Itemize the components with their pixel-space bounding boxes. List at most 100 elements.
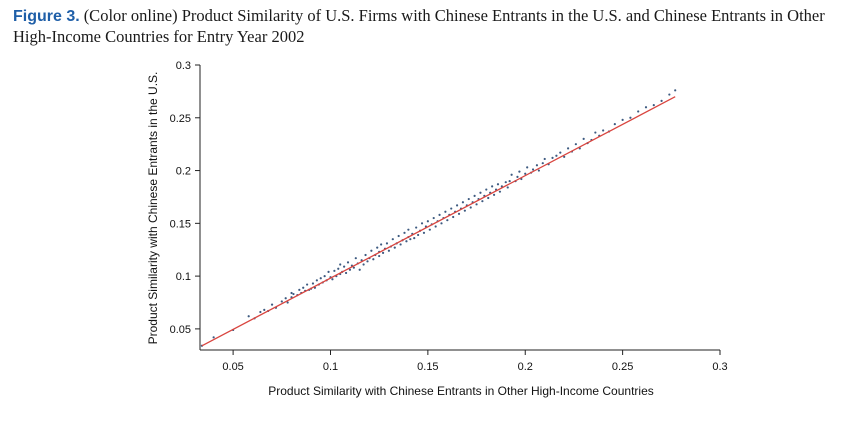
data-point — [413, 237, 416, 240]
data-point — [506, 186, 509, 189]
data-point — [450, 207, 453, 210]
data-point — [284, 297, 287, 300]
data-point — [467, 197, 470, 201]
data-point — [391, 238, 394, 241]
data-point — [457, 212, 461, 215]
data-point — [479, 191, 482, 194]
data-point — [405, 240, 408, 243]
data-point — [387, 249, 391, 252]
data-point — [444, 210, 447, 213]
data-point — [319, 277, 322, 280]
fitted-line — [201, 96, 676, 347]
data-point — [327, 270, 330, 273]
figure-label: Figure 3. — [13, 8, 80, 25]
data-point — [362, 263, 365, 266]
data-point — [378, 254, 381, 258]
y-tick-label: 0.25 — [170, 113, 191, 125]
data-point — [485, 188, 488, 191]
data-point — [446, 219, 449, 222]
data-point — [660, 99, 663, 102]
x-tick-label: 0.2 — [518, 361, 533, 373]
data-point — [393, 246, 396, 249]
data-point — [531, 168, 535, 171]
x-tick-label: 0.05 — [222, 361, 243, 373]
data-point — [286, 301, 289, 304]
data-point — [652, 104, 655, 107]
data-point — [504, 181, 507, 184]
data-point — [399, 243, 402, 246]
data-point — [526, 166, 529, 169]
data-point — [543, 157, 546, 161]
data-point — [602, 129, 605, 132]
y-tick-label: 0.15 — [170, 218, 191, 230]
data-point — [385, 242, 389, 245]
data-point — [475, 203, 478, 206]
data-point — [566, 147, 570, 150]
data-point — [358, 268, 361, 271]
data-point — [428, 228, 431, 231]
data-point — [498, 190, 502, 193]
data-point — [306, 283, 309, 286]
data-point — [343, 265, 346, 268]
data-point — [518, 170, 521, 173]
y-tick-label: 0.2 — [176, 166, 191, 178]
data-point — [346, 261, 350, 264]
x-axis-label: Product Similarity with Chinese Entrants… — [268, 384, 654, 398]
x-tick-label: 0.25 — [612, 361, 633, 373]
data-point — [463, 209, 466, 212]
data-point — [311, 282, 315, 285]
data-point — [452, 215, 455, 219]
data-point — [432, 216, 435, 220]
data-point — [298, 288, 301, 291]
data-point — [574, 143, 577, 146]
data-point — [397, 234, 400, 238]
data-point — [372, 258, 375, 261]
data-point — [376, 246, 379, 249]
data-point — [409, 238, 412, 241]
data-point — [555, 154, 558, 157]
data-point — [263, 308, 266, 311]
data-point — [496, 183, 500, 186]
data-point — [491, 185, 494, 188]
data-point — [403, 231, 406, 234]
data-point — [508, 180, 511, 183]
data-point — [559, 151, 562, 154]
data-point — [333, 269, 336, 272]
data-point — [344, 271, 348, 275]
data-point — [613, 123, 616, 126]
data-point — [290, 291, 293, 295]
data-point — [492, 193, 496, 196]
data-point — [407, 228, 410, 231]
data-point — [582, 137, 585, 140]
data-point — [438, 213, 441, 216]
x-axis: 0.05 0.1 0.15 0.2 0.25 0.3 — [200, 349, 728, 373]
data-point — [331, 278, 334, 281]
data-point — [668, 93, 671, 96]
data-point — [422, 231, 426, 234]
data-point — [551, 156, 554, 159]
data-point — [280, 300, 283, 303]
data-point — [473, 194, 476, 197]
data-point — [302, 286, 305, 289]
data-point — [323, 275, 326, 278]
data-point — [440, 222, 443, 225]
data-point — [516, 175, 519, 178]
data-point — [629, 116, 632, 119]
data-point — [292, 292, 295, 296]
y-tick-label: 0.05 — [170, 324, 191, 336]
data-point — [594, 131, 597, 134]
data-point — [259, 310, 262, 314]
data-point — [524, 172, 527, 175]
data-point — [487, 196, 490, 200]
data-point — [420, 222, 424, 225]
x-tick-label: 0.1 — [323, 361, 338, 373]
fit-line-group — [201, 96, 676, 347]
data-point — [270, 303, 274, 306]
data-point — [469, 206, 472, 209]
data-point — [380, 243, 383, 246]
data-point — [674, 89, 677, 92]
data-point — [417, 233, 420, 237]
data-point — [541, 162, 544, 165]
data-point — [426, 220, 429, 223]
data-point — [637, 110, 640, 113]
